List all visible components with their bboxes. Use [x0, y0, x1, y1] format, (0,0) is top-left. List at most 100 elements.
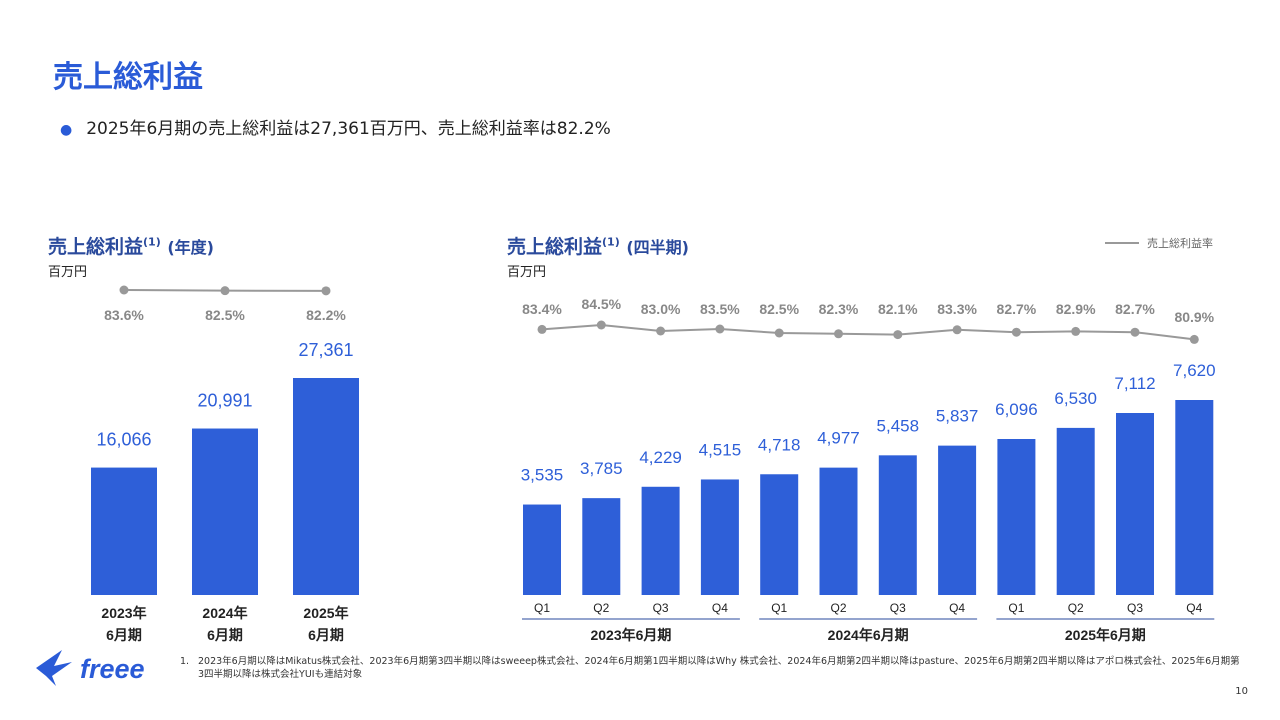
annual-category-label: 6月期: [207, 627, 243, 643]
quarterly-margin-label: 82.7%: [1115, 301, 1155, 317]
quarterly-chart-title: 売上総利益(1) (四半期): [507, 232, 689, 259]
quarterly-margin-label: 82.1%: [878, 301, 918, 317]
quarterly-margin-point: [774, 328, 784, 338]
quarterly-category-label: Q4: [712, 601, 728, 615]
annual-category-label: 6月期: [308, 627, 344, 643]
freee-logo: freee: [32, 646, 162, 694]
annual-title-text: 売上総利益: [48, 236, 144, 258]
quarterly-margin-point: [893, 330, 903, 340]
quarterly-category-label: Q4: [949, 601, 965, 615]
annual-bar: [91, 467, 157, 595]
quarterly-bar-value-label: 6,096: [995, 400, 1038, 419]
page-title: 売上総利益: [53, 60, 203, 95]
quarterly-margin-label: 83.5%: [700, 301, 740, 317]
quarterly-bar: [938, 445, 977, 595]
summary-bullet: ● 2025年6月期の売上総利益は27,361百万円、売上総利益率は82.2%: [60, 114, 611, 139]
annual-margin-label: 82.2%: [306, 307, 346, 323]
quarterly-margin-label: 84.5%: [581, 296, 621, 312]
logo-text: freee: [80, 654, 145, 684]
quarterly-margin-label: 82.7%: [997, 301, 1037, 317]
quarterly-bar-value-label: 4,515: [699, 440, 742, 459]
quarterly-margin-label: 82.9%: [1056, 301, 1096, 317]
quarterly-category-label: Q1: [1008, 601, 1024, 615]
quarterly-margin-point: [1011, 327, 1021, 337]
annual-category-label: 2025年: [303, 605, 348, 621]
quarterly-bar-value-label: 4,977: [817, 429, 860, 448]
quarterly-bar-value-label: 4,718: [758, 435, 801, 454]
quarterly-bar: [878, 455, 917, 595]
quarterly-category-label: Q3: [653, 601, 669, 615]
quarterly-group-label: 2024年6月期: [828, 627, 909, 643]
annual-bar: [293, 378, 359, 595]
quarterly-margin-point: [715, 324, 725, 334]
annual-margin-point: [119, 285, 129, 295]
quarterly-bar-value-label: 6,530: [1054, 389, 1097, 408]
quarterly-bar: [582, 498, 621, 595]
quarterly-margin-point: [952, 325, 962, 335]
quarterly-category-label: Q1: [534, 601, 550, 615]
quarterly-category-label: Q1: [771, 601, 787, 615]
quarterly-margin-line: [541, 323, 1195, 341]
annual-margin-label: 83.6%: [104, 307, 144, 323]
quarterly-margin-label: 80.9%: [1174, 309, 1214, 325]
quarterly-margin-point: [656, 326, 666, 336]
quarterly-bar-value-label: 7,620: [1173, 361, 1216, 380]
annual-margin-label: 82.5%: [205, 307, 245, 323]
quarterly-title-text: 売上総利益: [507, 236, 603, 258]
footnote: 1. 2023年6月期以降はMikatus株式会社、2023年6月期第3四半期以…: [180, 655, 1240, 681]
bullet-icon: ●: [60, 122, 73, 138]
summary-text: 2025年6月期の売上総利益は27,361百万円、売上総利益率は82.2%: [86, 119, 611, 139]
legend-line-swatch: [1105, 242, 1139, 244]
quarterly-bar-value-label: 3,535: [521, 466, 564, 485]
quarterly-category-label: Q3: [1127, 601, 1143, 615]
quarterly-bar: [1116, 413, 1154, 595]
annual-bar-value-label: 27,361: [298, 340, 353, 360]
quarterly-margin-label: 83.3%: [937, 301, 977, 317]
quarterly-group-label: 2025年6月期: [1065, 627, 1146, 643]
quarterly-unit-label: 百万円: [507, 265, 547, 280]
quarterly-bar: [641, 486, 680, 595]
quarterly-margin-label: 83.4%: [522, 301, 562, 317]
quarterly-bar: [700, 479, 739, 595]
quarterly-margin-label: 83.0%: [641, 301, 681, 317]
quarterly-category-label: Q3: [890, 601, 906, 615]
quarterly-margin-point: [1189, 334, 1199, 344]
quarterly-bar: [1175, 400, 1214, 595]
annual-bar-value-label: 20,991: [197, 391, 252, 411]
quarterly-bar-value-label: 5,837: [936, 407, 979, 426]
annual-bar: [192, 428, 258, 595]
annual-category-label: 6月期: [106, 627, 142, 643]
quarterly-margin-point: [1130, 327, 1140, 337]
bird-logo-icon: freee: [36, 650, 145, 686]
chart-legend: 売上総利益率: [1105, 235, 1213, 251]
annual-category-label: 2024年: [202, 605, 247, 621]
page-number: 10: [1235, 686, 1248, 697]
annual-chart-title: 売上総利益(1) (年度): [48, 232, 214, 259]
quarterly-title-period: (四半期): [626, 238, 689, 257]
quarterly-bar: [1056, 427, 1095, 595]
quarterly-bar: [997, 439, 1036, 595]
quarterly-group-label: 2023年6月期: [590, 627, 671, 643]
quarterly-category-label: Q2: [830, 601, 846, 615]
annual-bar-value-label: 16,066: [96, 430, 151, 450]
quarterly-bar: [819, 467, 858, 595]
quarterly-margin-point: [834, 329, 843, 339]
quarterly-bar-value-label: 4,229: [639, 448, 682, 467]
quarterly-category-label: Q2: [593, 601, 609, 615]
quarterly-category-label: Q4: [1186, 601, 1202, 615]
footnote-text: 2023年6月期以降はMikatus株式会社、2023年6月期第3四半期以降はs…: [198, 656, 1240, 680]
quarterly-bar-value-label: 5,458: [877, 416, 920, 435]
annual-unit-label: 百万円: [48, 265, 88, 280]
footnote-number: 1.: [180, 656, 190, 667]
annual-margin-point: [220, 286, 230, 296]
legend-label: 売上総利益率: [1147, 237, 1213, 250]
quarterly-bar: [523, 504, 561, 595]
quarterly-bar-value-label: 7,112: [1114, 374, 1155, 393]
quarterly-margin-point: [1071, 326, 1081, 336]
quarterly-margin-point: [537, 324, 547, 334]
quarterly-bar: [760, 474, 799, 595]
quarterly-margin-point: [596, 320, 606, 330]
annual-title-period: (年度): [167, 238, 214, 257]
